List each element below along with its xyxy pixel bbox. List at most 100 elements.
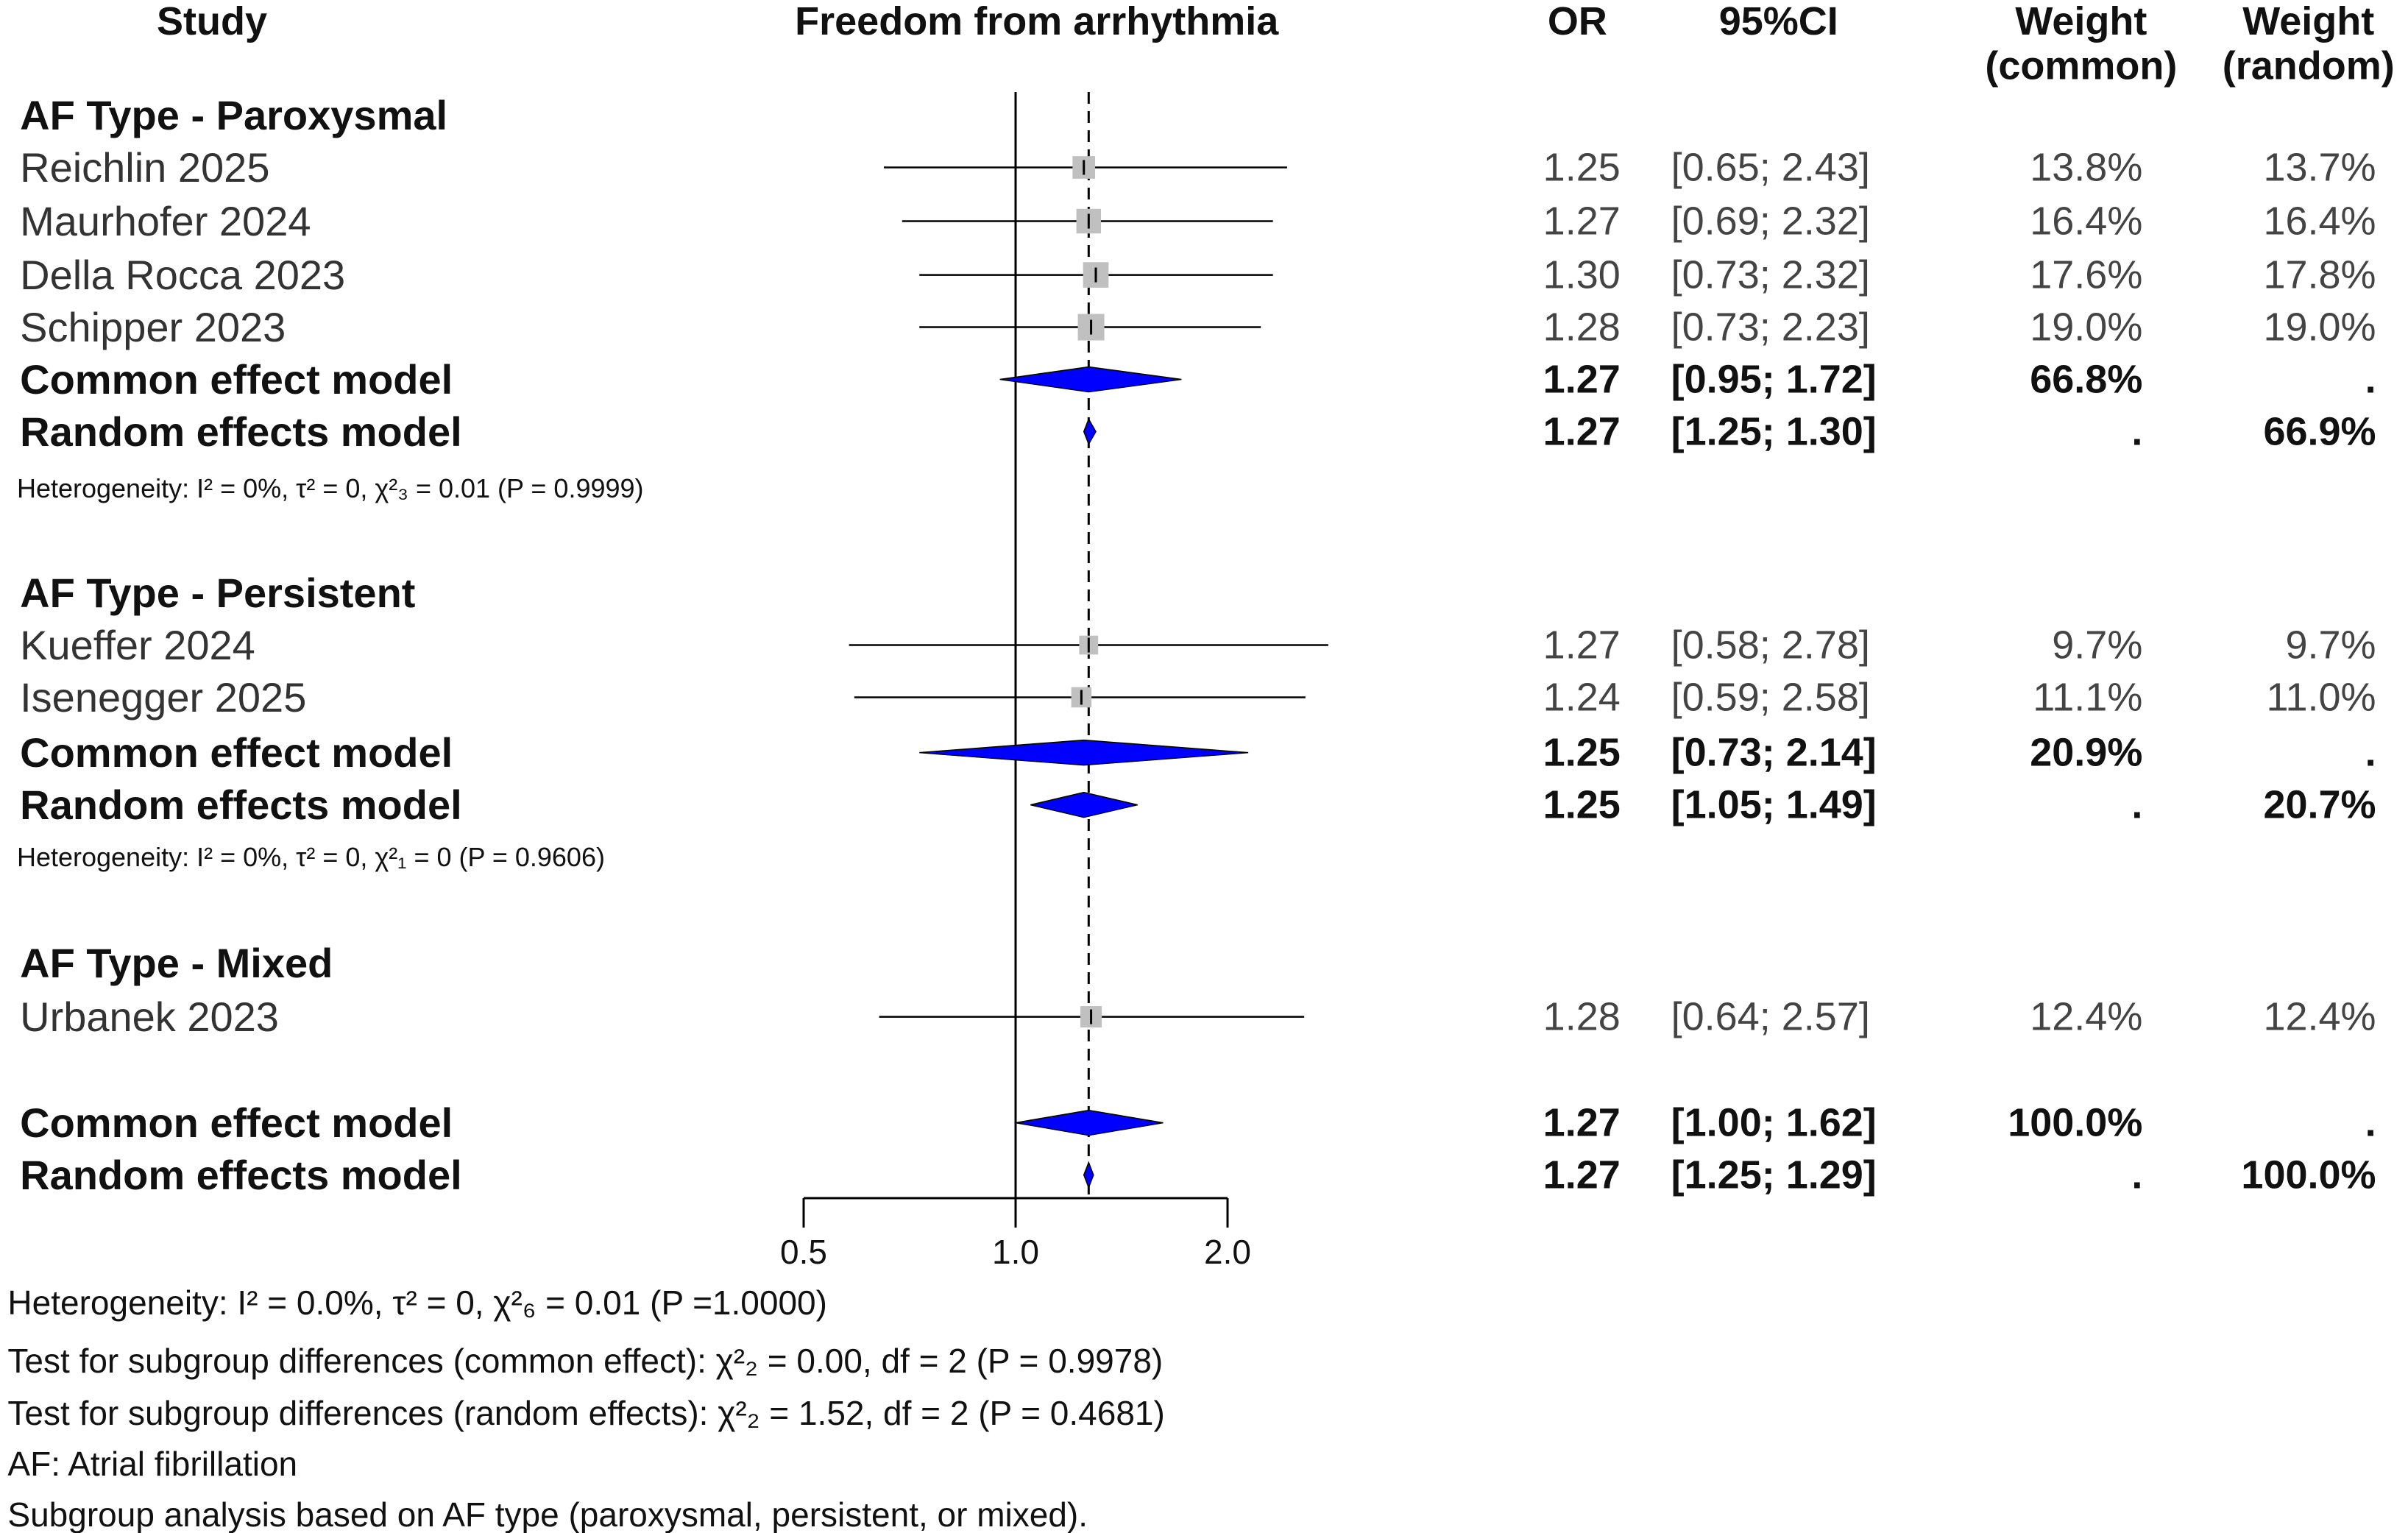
weight-random-value: 20.7% (2263, 783, 2376, 827)
or-value: 1.28 (1543, 995, 1621, 1039)
or-value: 1.28 (1543, 305, 1621, 350)
footnote: Test for subgroup differences (common ef… (7, 1342, 1163, 1380)
or-value: 1.30 (1543, 253, 1621, 297)
study-label: Isenegger 2025 (20, 674, 306, 721)
ci-value: [0.69; 2.32] (1671, 199, 1870, 244)
study-row (854, 687, 1306, 708)
study-row (849, 635, 1328, 655)
or-value: 1.27 (1543, 357, 1621, 401)
weight-common-value: 9.7% (2052, 623, 2142, 668)
summary-diamond (1083, 417, 1097, 446)
x-tick-label: 1.0 (992, 1233, 1039, 1271)
study-label: Maurhofer 2024 (20, 198, 311, 244)
header-weight-common-sub: (common) (1985, 44, 2177, 88)
footnote: Test for subgroup differences (random ef… (7, 1394, 1164, 1432)
ci-value: [0.73; 2.14] (1671, 731, 1877, 775)
weight-random-value: . (2365, 357, 2376, 401)
ci-value: [1.25; 1.29] (1671, 1153, 1877, 1197)
model-label: Random effects model (20, 782, 462, 828)
study-row (919, 262, 1273, 288)
or-value: 1.27 (1543, 199, 1621, 244)
study-label: Reichlin 2025 (20, 144, 269, 191)
study-row (884, 156, 1287, 179)
ci-value: [0.95; 1.72] (1671, 357, 1877, 401)
weight-random-value: 17.8% (2263, 253, 2376, 297)
weight-random-value: 19.0% (2263, 305, 2376, 350)
summary-diamond (999, 366, 1182, 393)
study-row (902, 208, 1273, 234)
weight-common-value: 12.4% (2030, 995, 2142, 1039)
weight-common-value: 20.9% (2030, 731, 2142, 775)
model-label: Common effect model (20, 729, 453, 776)
overall-heterogeneity: Heterogeneity: I² = 0.0%, τ² = 0, χ²₆ = … (7, 1284, 827, 1322)
study-label: Della Rocca 2023 (20, 252, 345, 298)
study-label: Schipper 2023 (20, 304, 286, 350)
weight-common-value: . (2131, 409, 2142, 453)
ci-value: [1.00; 1.62] (1671, 1101, 1877, 1145)
weight-random-value: . (2365, 731, 2376, 775)
model-label: Common effect model (20, 356, 453, 403)
weight-common-value: 16.4% (2030, 199, 2142, 244)
ci-value: [0.59; 2.58] (1671, 675, 1870, 719)
model-label: Random effects model (20, 408, 462, 455)
study-row (879, 1006, 1305, 1028)
subgroup-heading: AF Type - Mixed (20, 940, 333, 986)
ci-value: [0.73; 2.32] (1671, 253, 1870, 297)
header-or: OR (1548, 0, 1607, 43)
or-value: 1.27 (1543, 1153, 1621, 1197)
header-plot-title: Freedom from arrhythmia (795, 0, 1279, 43)
header-weight-random-sub: (random) (2223, 44, 2395, 88)
x-tick-label: 0.5 (780, 1233, 827, 1271)
weight-random-value: 12.4% (2263, 995, 2376, 1039)
weight-common-value: . (2131, 783, 2142, 827)
subgroup-heterogeneity: Heterogeneity: I² = 0%, τ² = 0, χ²₁ = 0 … (17, 842, 605, 872)
model-label: Random effects model (20, 1152, 462, 1198)
x-tick-label: 2.0 (1204, 1233, 1251, 1271)
weight-common-value: 100.0% (2008, 1101, 2142, 1145)
study-label: Urbanek 2023 (20, 994, 279, 1040)
weight-random-value: 100.0% (2241, 1153, 2376, 1197)
weight-random-value: 16.4% (2263, 199, 2376, 244)
summary-diamond (1083, 1161, 1094, 1189)
or-value: 1.25 (1543, 783, 1621, 827)
header-ci: 95%CI (1719, 0, 1838, 43)
or-value: 1.25 (1543, 731, 1621, 775)
or-value: 1.25 (1543, 145, 1621, 189)
or-value: 1.27 (1543, 623, 1621, 668)
summary-diamond (1015, 1109, 1164, 1136)
weight-random-value: 13.7% (2263, 145, 2376, 189)
header-weight-random: Weight (2242, 0, 2374, 43)
weight-common-value: 17.6% (2030, 253, 2142, 297)
study-label: Kueffer 2024 (20, 622, 255, 668)
ci-value: [1.25; 1.30] (1671, 409, 1877, 453)
weight-common-value: 11.1% (2033, 675, 2142, 719)
weight-random-value: 66.9% (2263, 409, 2376, 453)
footnote: AF: Atrial fibrillation (7, 1445, 297, 1483)
footnote: Subgroup analysis based on AF type (paro… (7, 1495, 1088, 1533)
ci-value: [0.64; 2.57] (1671, 995, 1870, 1039)
weight-common-value: 19.0% (2030, 305, 2142, 350)
summary-diamond (1030, 791, 1138, 818)
study-row (919, 314, 1261, 341)
subgroup-heading: AF Type - Persistent (20, 570, 415, 616)
weight-random-value: 11.0% (2266, 675, 2376, 719)
model-label: Common effect model (20, 1100, 453, 1146)
ci-value: [1.05; 1.49] (1671, 783, 1877, 827)
ci-value: [0.73; 2.23] (1671, 305, 1870, 350)
weight-random-value: . (2365, 1101, 2376, 1145)
ci-value: [0.65; 2.43] (1671, 145, 1870, 189)
or-value: 1.24 (1543, 675, 1621, 719)
subgroup-heading: AF Type - Paroxysmal (20, 92, 447, 138)
header-study: Study (157, 0, 267, 43)
or-value: 1.27 (1543, 409, 1621, 453)
weight-common-value: 66.8% (2030, 357, 2142, 401)
weight-common-value: 13.8% (2030, 145, 2142, 189)
weight-random-value: 9.7% (2285, 623, 2376, 668)
subgroup-heterogeneity: Heterogeneity: I² = 0%, τ² = 0, χ²₃ = 0.… (17, 473, 644, 503)
weight-common-value: . (2131, 1153, 2142, 1197)
header-weight-common: Weight (2015, 0, 2147, 43)
summary-diamond (919, 739, 1249, 766)
ci-value: [0.58; 2.78] (1671, 623, 1870, 668)
